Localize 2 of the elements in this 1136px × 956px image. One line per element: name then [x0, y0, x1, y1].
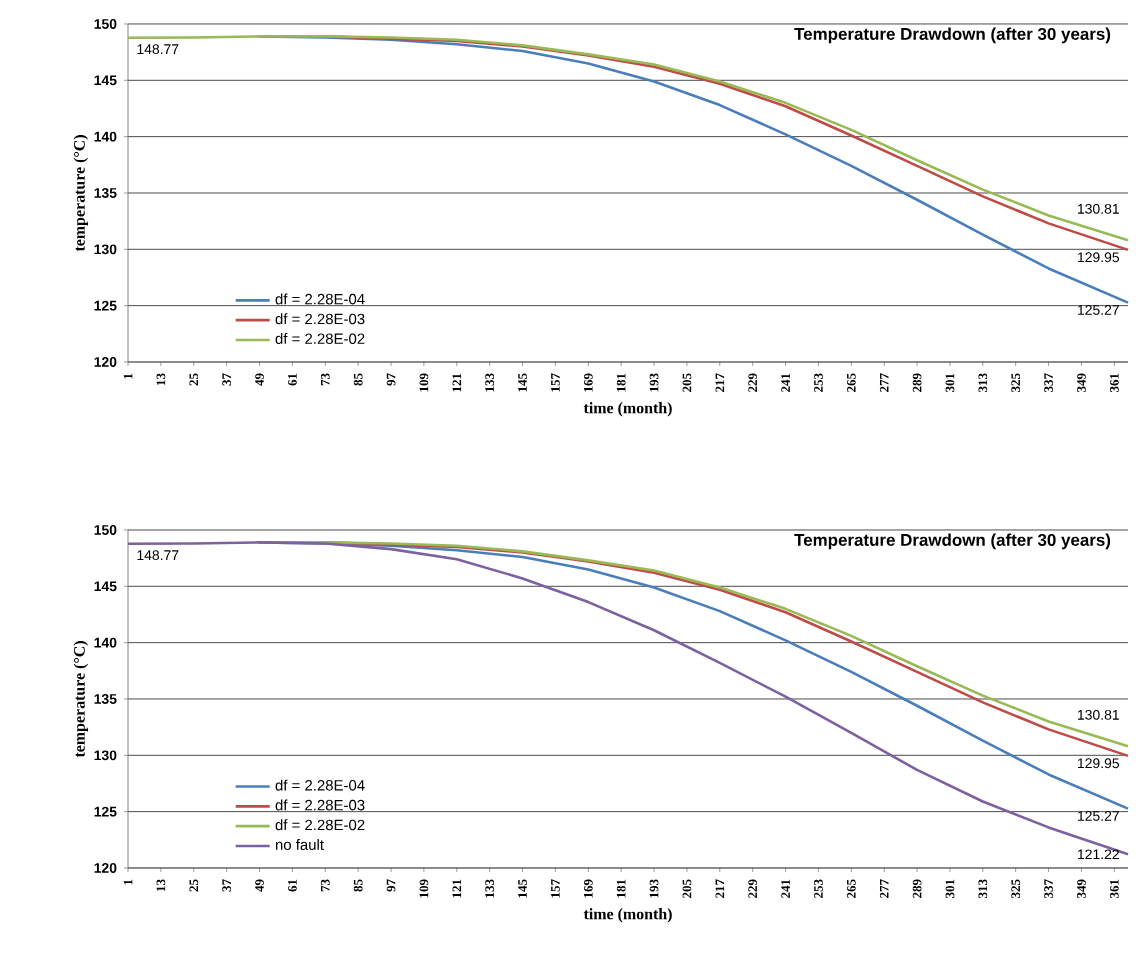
chart-title: Temperature Drawdown (after 30 years) [794, 27, 1111, 44]
chart-title: Temperature Drawdown (after 30 years) [794, 533, 1111, 550]
